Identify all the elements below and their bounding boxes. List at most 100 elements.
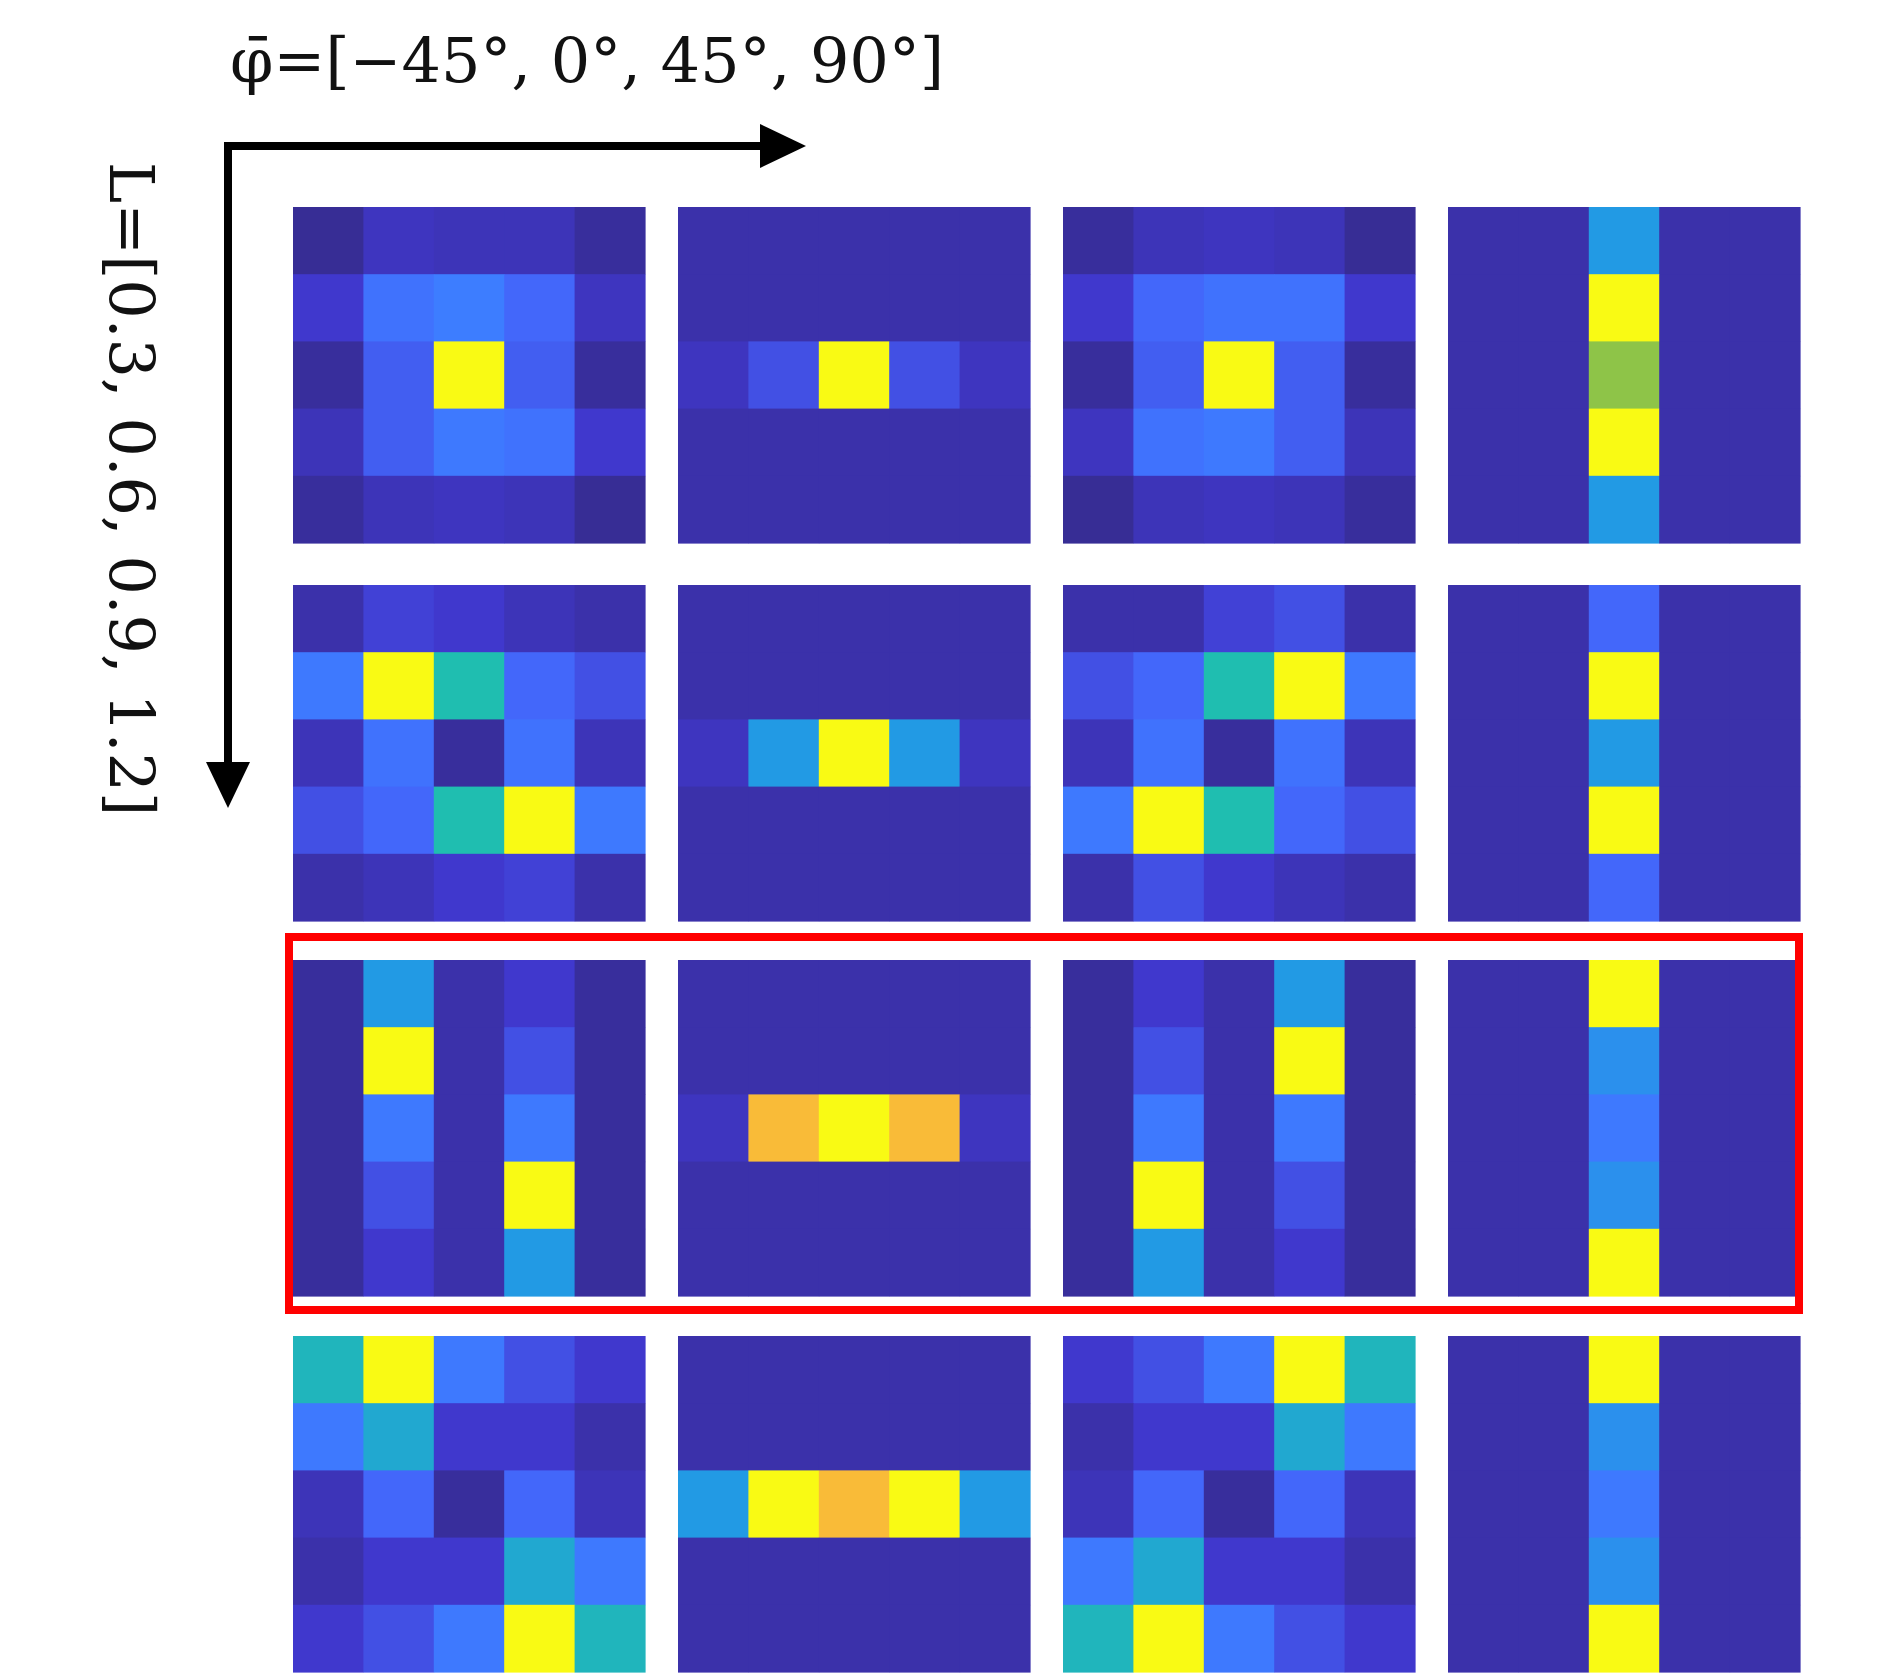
heatmap-cell bbox=[1588, 475, 1660, 544]
heatmap-cell bbox=[1203, 719, 1275, 788]
heatmap-cell bbox=[363, 1403, 435, 1471]
heatmap-cell bbox=[1203, 960, 1275, 1028]
heatmap-cell bbox=[1274, 1336, 1346, 1404]
heatmap-cell bbox=[1518, 853, 1590, 922]
heatmap-cell bbox=[748, 408, 820, 477]
heatmap-cell bbox=[574, 1403, 646, 1471]
heatmap-cell bbox=[1659, 1470, 1731, 1539]
heatmap-cell bbox=[1518, 475, 1590, 544]
heatmap-cell bbox=[959, 652, 1031, 720]
heatmap-cell bbox=[959, 1403, 1031, 1471]
heatmap-cell bbox=[1659, 960, 1731, 1028]
heatmap-cell bbox=[889, 1027, 961, 1095]
heatmap-cell bbox=[1588, 585, 1660, 653]
heatmap-cell bbox=[818, 960, 890, 1028]
heatmap-cell bbox=[1518, 274, 1590, 342]
heatmap-cell bbox=[1344, 719, 1416, 788]
heatmap-cell bbox=[889, 853, 961, 922]
heatmap-cell bbox=[504, 207, 576, 275]
heatmap-cell bbox=[889, 1604, 961, 1673]
heatmap-cell bbox=[293, 341, 364, 410]
heatmap-cell bbox=[1344, 853, 1416, 922]
heatmap-cell bbox=[1133, 1161, 1205, 1230]
heatmap-cell bbox=[1344, 475, 1416, 544]
heatmap-cell bbox=[293, 475, 364, 544]
heatmap-cell bbox=[1274, 786, 1346, 855]
heatmap-cell bbox=[678, 960, 749, 1028]
heatmap-cell bbox=[1448, 1604, 1519, 1673]
panel-L0.3-phi3 bbox=[1448, 207, 1801, 544]
heatmap-cell bbox=[1133, 1537, 1205, 1606]
panel-L0.6-phi1 bbox=[678, 585, 1031, 922]
heatmap-cell bbox=[889, 652, 961, 720]
heatmap-cell bbox=[433, 341, 505, 410]
heatmap-cell bbox=[574, 274, 646, 342]
heatmap-cell bbox=[1274, 1403, 1346, 1471]
heatmap-cell bbox=[293, 1094, 364, 1163]
heatmap-cell bbox=[678, 341, 749, 410]
heatmap-cell bbox=[504, 1094, 576, 1163]
heatmap-cell bbox=[818, 652, 890, 720]
heatmap-cell bbox=[678, 585, 749, 653]
heatmap-cell bbox=[748, 1470, 820, 1539]
heatmap-cell bbox=[1344, 341, 1416, 410]
heatmap-cell bbox=[1133, 274, 1205, 342]
heatmap-cell bbox=[889, 960, 961, 1028]
heatmap-cell bbox=[818, 1470, 890, 1539]
heatmap-cell bbox=[504, 719, 576, 788]
heatmap-cell bbox=[1133, 1228, 1205, 1297]
heatmap-cell bbox=[748, 1161, 820, 1230]
heatmap-cell bbox=[574, 475, 646, 544]
heatmap-cell bbox=[959, 1336, 1031, 1404]
l-axis-arrow bbox=[206, 142, 250, 808]
heatmap-cell bbox=[574, 408, 646, 477]
heatmap-cell bbox=[433, 1094, 505, 1163]
heatmap-cell bbox=[1448, 341, 1519, 410]
heatmap-cell bbox=[574, 207, 646, 275]
heatmap-cell bbox=[293, 960, 364, 1028]
heatmap-cell bbox=[363, 1228, 435, 1297]
heatmap-cell bbox=[1729, 585, 1801, 653]
heatmap-cell bbox=[1203, 1336, 1275, 1404]
heatmap-cell bbox=[1133, 207, 1205, 275]
heatmap-cell bbox=[1729, 274, 1801, 342]
heatmap-cell bbox=[818, 1161, 890, 1230]
heatmap-cell bbox=[1659, 274, 1731, 342]
panel-L0.9-phi3 bbox=[1448, 960, 1801, 1297]
heatmap-cell bbox=[1274, 341, 1346, 410]
heatmap-cell bbox=[1133, 1336, 1205, 1404]
heatmap-cell bbox=[1659, 719, 1731, 788]
heatmap-cell bbox=[818, 786, 890, 855]
heatmap-cell bbox=[574, 1537, 646, 1606]
heatmap-cell bbox=[1063, 585, 1134, 653]
heatmap-cell bbox=[889, 1403, 961, 1471]
heatmap-cell bbox=[1729, 341, 1801, 410]
heatmap-cell bbox=[678, 786, 749, 855]
heatmap-cell bbox=[959, 1228, 1031, 1297]
heatmap-cell bbox=[433, 652, 505, 720]
heatmap-cell bbox=[1448, 1094, 1519, 1163]
heatmap-cell bbox=[1518, 1336, 1590, 1404]
heatmap-cell bbox=[959, 786, 1031, 855]
heatmap-cell bbox=[748, 719, 820, 788]
heatmap-cell bbox=[959, 853, 1031, 922]
heatmap-cell bbox=[1203, 1470, 1275, 1539]
heatmap-cell bbox=[1063, 1161, 1134, 1230]
heatmap-cell bbox=[678, 274, 749, 342]
heatmap-cell bbox=[1659, 408, 1731, 477]
heatmap-cell bbox=[1274, 960, 1346, 1028]
heatmap-cell bbox=[748, 1228, 820, 1297]
heatmap-cell bbox=[293, 1537, 364, 1606]
heatmap-cell bbox=[1588, 960, 1660, 1028]
heatmap-cell bbox=[433, 1470, 505, 1539]
heatmap-cell bbox=[889, 719, 961, 788]
heatmap-cell bbox=[1729, 1161, 1801, 1230]
heatmap-cell bbox=[1448, 274, 1519, 342]
heatmap-cell bbox=[748, 1336, 820, 1404]
heatmap-cell bbox=[433, 1403, 505, 1471]
heatmap-cell bbox=[818, 585, 890, 653]
heatmap-cell bbox=[959, 1470, 1031, 1539]
heatmap-cell bbox=[574, 1161, 646, 1230]
highlight-box bbox=[285, 933, 1803, 1314]
heatmap-cell bbox=[363, 341, 435, 410]
